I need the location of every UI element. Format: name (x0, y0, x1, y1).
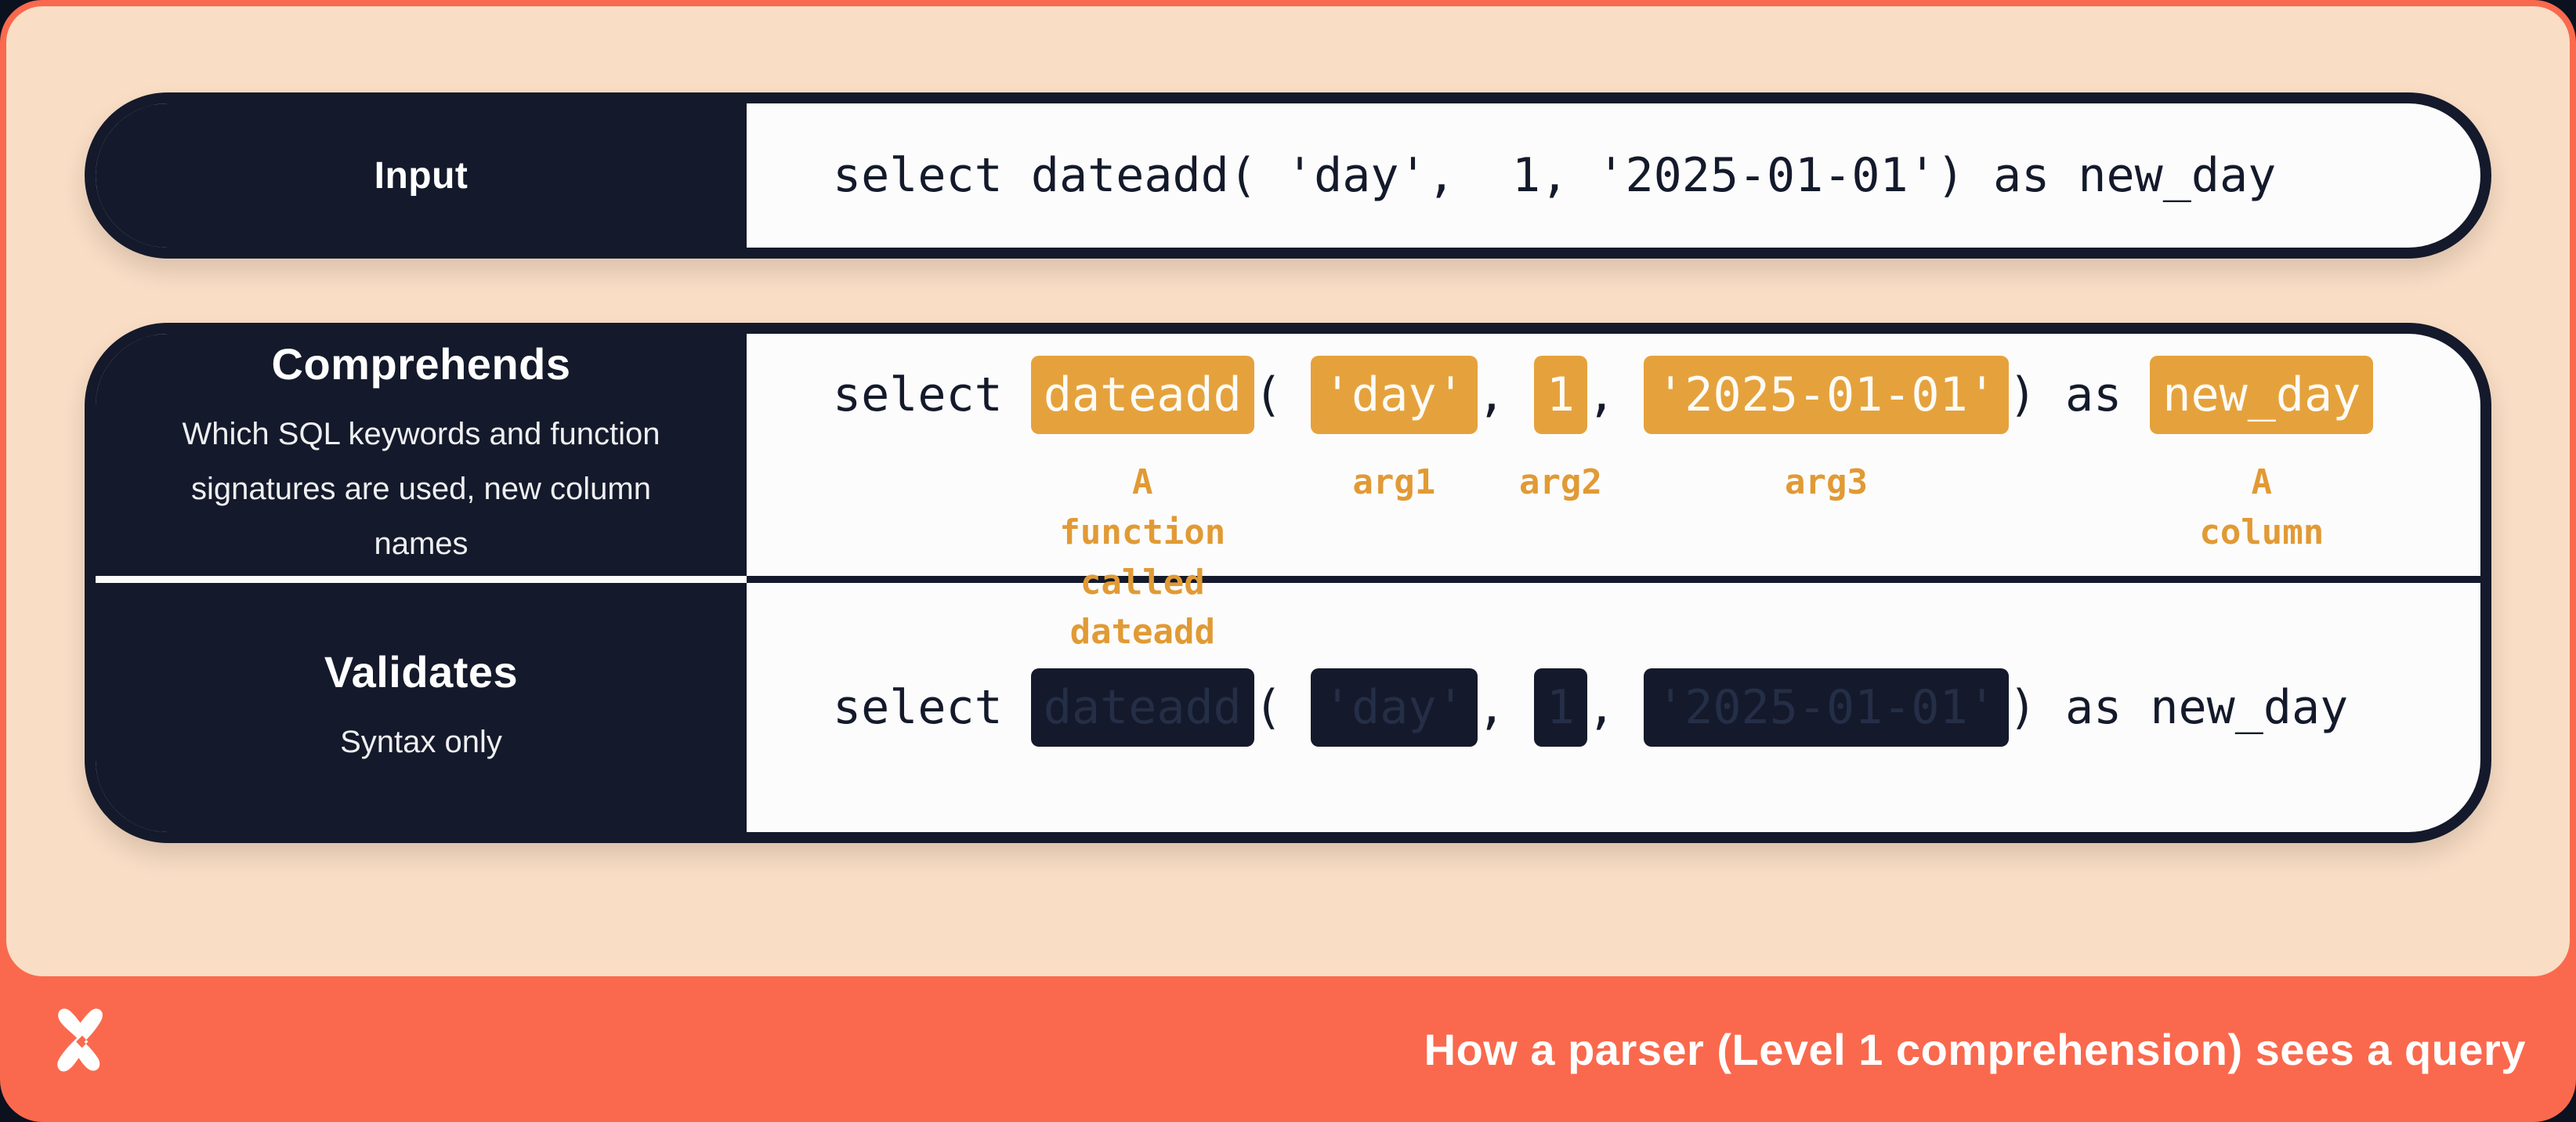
redacted-token: 'day' (1311, 668, 1478, 747)
code-text: select (833, 680, 1031, 735)
redacted-token: dateadd (1030, 668, 1254, 747)
highlighted-token: 1 arg2 (1519, 356, 1602, 502)
validates-code: select dateadd( 'day', 1, '2025-01-01') … (833, 668, 2348, 747)
code-text: , (1587, 680, 1644, 735)
highlighted-token: '2025-01-01' arg3 (1644, 356, 2009, 502)
code-text: select (833, 367, 1031, 422)
validates-code-cell: select dateadd( 'day', 1, '2025-01-01') … (747, 583, 2480, 832)
highlighted-token: dateadd A function called dateadd (1030, 356, 1254, 652)
comprehends-heading: Comprehends (271, 339, 571, 389)
code-text: , (1587, 367, 1644, 422)
footer-bar: How a parser (Level 1 comprehension) see… (0, 976, 2576, 1122)
redacted-token: '2025-01-01' (1644, 668, 2009, 747)
validates-label-cell: Validates Syntax only (96, 583, 747, 832)
footer-title: How a parser (Level 1 comprehension) see… (1424, 1024, 2526, 1074)
highlighted-token: new_day A column (2150, 356, 2374, 552)
comprehends-label-cell: Comprehends Which SQL keywords and funct… (96, 334, 747, 583)
comprehends-description: Which SQL keywords and function signatur… (182, 417, 660, 561)
code-text: ( (1254, 680, 1311, 735)
input-code: select dateadd( 'day', 1, '2025-01-01') … (833, 148, 2277, 203)
token-annotation: A function called dateadd (1059, 462, 1226, 653)
x-pinwheel-logo-icon (57, 1008, 103, 1072)
code-text: ( (1254, 367, 1311, 422)
code-text: , (1477, 367, 1534, 422)
token-annotation: arg3 (1785, 462, 1868, 502)
comprehends-code: select dateadd A function called dateadd(… (833, 356, 2465, 652)
comprehends-code-cell: select dateadd A function called dateadd(… (747, 334, 2480, 652)
code-text: ) as (2008, 367, 2151, 422)
validates-description: Syntax only (340, 724, 502, 759)
redacted-token: 1 (1533, 668, 1587, 747)
comprehension-matrix: Comprehends Which SQL keywords and funct… (85, 323, 2491, 843)
input-row: Input select dateadd( 'day', 1, '2025-01… (85, 92, 2491, 259)
code-text: , (1477, 680, 1534, 735)
input-heading: Input (374, 154, 469, 197)
input-code-cell: select dateadd( 'day', 1, '2025-01-01') … (747, 103, 2480, 248)
highlighted-token: 'day' arg1 (1311, 356, 1478, 502)
token-annotation: arg2 (1518, 462, 1602, 502)
code-text: ) as new_day (2008, 680, 2349, 735)
validates-heading: Validates (324, 646, 519, 697)
token-annotation: A column (2199, 462, 2325, 552)
input-label-cell: Input (96, 103, 747, 248)
token-annotation: arg1 (1352, 462, 1436, 502)
